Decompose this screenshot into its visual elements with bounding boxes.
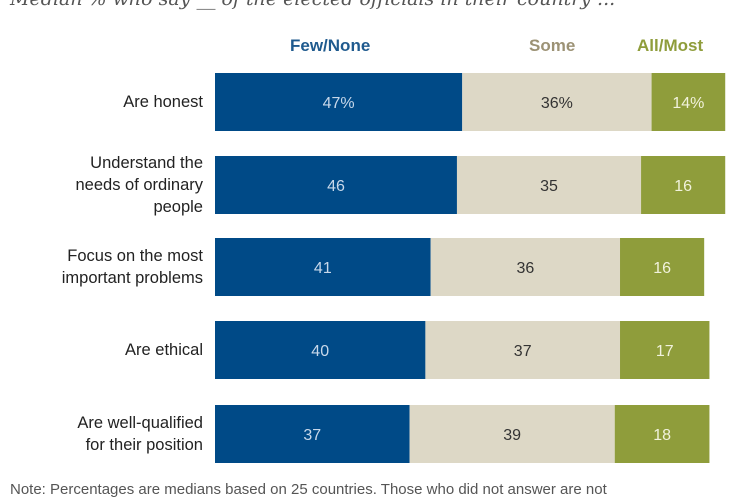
bar-few-none-row-4 xyxy=(215,321,426,379)
bar-all-most-row-1 xyxy=(651,73,726,131)
chart-subtitle: Median % who say __ of the elected offic… xyxy=(10,0,615,10)
data-label-some-row-1: 36% xyxy=(541,95,573,112)
data-label-all-most-row-5: 18 xyxy=(653,427,671,444)
category-label-line: Are ethical xyxy=(125,341,203,359)
category-label-line: Are honest xyxy=(123,93,203,111)
category-label-line: people xyxy=(153,198,203,216)
legend-some: Some xyxy=(529,36,576,55)
data-label-few-none-row-1: 47% xyxy=(323,95,355,112)
bar-few-none-row-2 xyxy=(215,156,457,214)
bar-all-most-row-3 xyxy=(620,238,705,296)
bar-all-most-row-4 xyxy=(620,321,710,379)
bar-some-row-1 xyxy=(462,73,652,131)
category-label-row-1: Are honest xyxy=(3,91,203,113)
legend-all-most: All/Most xyxy=(637,36,704,55)
bar-some-row-2 xyxy=(456,156,642,214)
data-label-few-none-row-2: 46 xyxy=(327,178,345,195)
data-label-some-row-4: 37 xyxy=(514,343,532,360)
data-label-some-row-5: 39 xyxy=(503,427,521,444)
category-label-row-3: Focus on the most important problems xyxy=(3,245,203,289)
data-label-few-none-row-5: 37 xyxy=(303,427,321,444)
data-label-all-most-row-1: 14% xyxy=(672,95,704,112)
data-label-all-most-row-3: 16 xyxy=(653,260,671,277)
bar-few-none-row-3 xyxy=(215,238,431,296)
bar-few-none-row-1 xyxy=(215,73,463,131)
bar-some-row-3 xyxy=(430,238,621,296)
legend-few-none: Few/None xyxy=(290,36,371,55)
data-label-all-most-row-4: 17 xyxy=(656,343,674,360)
data-label-all-most-row-2: 16 xyxy=(674,178,692,195)
category-label-line: Are well-qualified xyxy=(77,414,203,432)
category-label-line: important problems xyxy=(61,269,203,287)
bar-some-row-4 xyxy=(425,321,621,379)
category-label-row-5: Are well-qualified for their position xyxy=(3,412,203,456)
data-label-some-row-2: 35 xyxy=(540,178,558,195)
data-label-few-none-row-4: 40 xyxy=(311,343,329,360)
category-label-row-2: Understand the needs of ordinary people xyxy=(3,152,204,218)
data-label-few-none-row-3: 41 xyxy=(314,260,332,277)
category-label-row-4: Are ethical xyxy=(3,339,203,361)
category-label-line: Understand the xyxy=(90,154,203,172)
category-label-line: Focus on the most xyxy=(67,247,203,265)
bar-some-row-5 xyxy=(409,405,615,463)
category-label-line: for their position xyxy=(85,436,203,454)
chart-note: Note: Percentages are medians based on 2… xyxy=(10,481,607,498)
bar-all-most-row-2 xyxy=(641,156,726,214)
bar-all-most-row-5 xyxy=(614,405,710,463)
category-label-line: needs of ordinary xyxy=(75,176,204,194)
data-label-some-row-3: 36 xyxy=(516,260,534,277)
bar-few-none-row-5 xyxy=(215,405,410,463)
